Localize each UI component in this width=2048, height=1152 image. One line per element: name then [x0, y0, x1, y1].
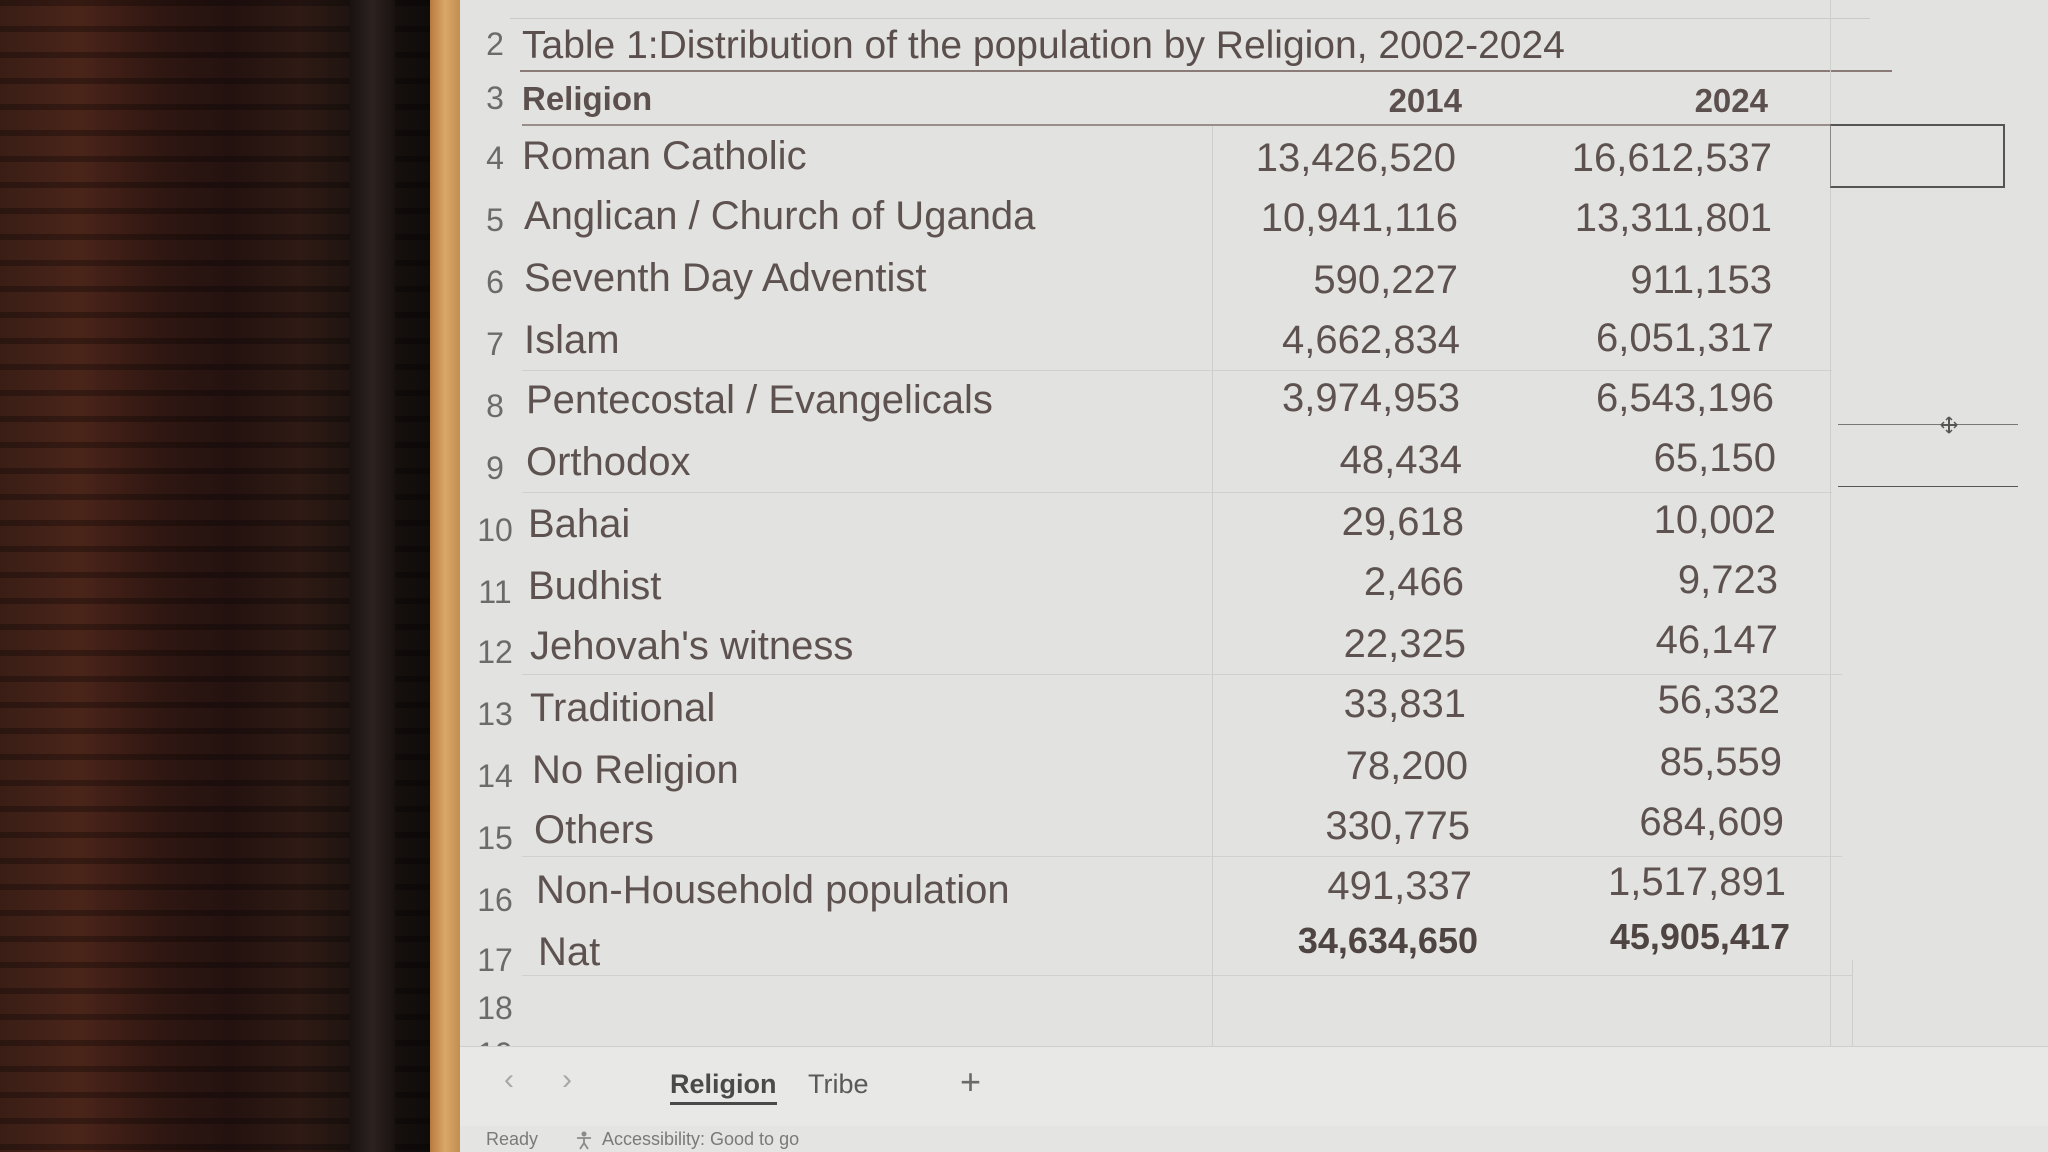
religion-cell[interactable]: Traditional	[530, 686, 716, 730]
religion-cell[interactable]: Pentecostal / Evangelicals	[526, 378, 993, 422]
header-2014[interactable]: 2014	[1388, 82, 1462, 119]
value-2014-cell[interactable]: 330,775	[1325, 804, 1470, 848]
sheet-grid[interactable]: 2 3 Table 1:Distribution of the populati…	[460, 0, 2048, 1050]
religion-cell[interactable]: No Religion	[532, 748, 739, 792]
status-accessibility[interactable]: Accessibility: Good to go	[602, 1129, 800, 1149]
value-2014-cell[interactable]: 29,618	[1341, 500, 1464, 544]
row-header[interactable]: 6	[486, 264, 504, 300]
prev-sheet-icon[interactable]: ‹	[504, 1063, 514, 1096]
religion-cell[interactable]: Roman Catholic	[522, 134, 807, 178]
value-2024-cell[interactable]: 46,147	[1655, 618, 1778, 662]
tab-religion[interactable]: Religion	[670, 1069, 777, 1105]
cell-border	[1838, 486, 2018, 487]
value-2014-cell[interactable]: 4,662,834	[1282, 318, 1460, 362]
column-gridline	[1852, 960, 1853, 1046]
header-2024[interactable]: 2024	[1694, 82, 1768, 119]
value-2014-cell[interactable]: 78,200	[1345, 744, 1468, 788]
row-header[interactable]: 10	[477, 512, 513, 548]
religion-cell[interactable]: Others	[534, 808, 655, 852]
row-header[interactable]: 17	[477, 942, 513, 978]
background-post	[350, 0, 395, 1152]
row-header[interactable]: 4	[486, 140, 504, 176]
header-underline	[522, 124, 1892, 126]
column-gridline	[1830, 0, 1831, 1046]
value-2024-cell[interactable]: 10,002	[1653, 498, 1776, 542]
row-header[interactable]: 5	[486, 202, 504, 238]
row-header[interactable]: 3	[486, 80, 504, 116]
value-2024-cell[interactable]: 56,332	[1657, 678, 1780, 722]
spreadsheet-window: 2 3 Table 1:Distribution of the populati…	[460, 0, 2048, 1152]
selected-cell[interactable]	[1830, 124, 2005, 188]
total-2014-cell[interactable]: 34,634,650	[1297, 920, 1478, 961]
value-2024-cell[interactable]: 684,609	[1639, 800, 1784, 844]
row-header[interactable]: 12	[477, 634, 513, 670]
value-2014-cell[interactable]: 13,426,520	[1255, 136, 1456, 180]
religion-cell[interactable]: Orthodox	[526, 440, 691, 484]
tab-tribe[interactable]: Tribe	[808, 1069, 869, 1099]
total-2024-cell[interactable]: 45,905,417	[1609, 916, 1790, 957]
row-1-gridline	[510, 0, 1870, 19]
value-2024-cell[interactable]: 85,559	[1659, 740, 1782, 784]
row-gridline	[522, 370, 1832, 371]
value-2014-cell[interactable]: 3,974,953	[1282, 376, 1460, 420]
accessibility-icon[interactable]	[574, 1130, 594, 1150]
value-2014-cell[interactable]: 33,831	[1343, 682, 1466, 726]
value-2024-cell[interactable]: 16,612,537	[1571, 136, 1772, 180]
value-2024-cell[interactable]: 9,723	[1677, 558, 1778, 602]
row-header[interactable]: 2	[486, 26, 504, 62]
row-header[interactable]: 14	[477, 758, 513, 794]
sheet-tabs-bar: ‹ › Religion Tribe +	[460, 1046, 2048, 1127]
header-religion[interactable]: Religion	[522, 80, 653, 117]
religion-cell[interactable]: Budhist	[528, 564, 662, 608]
value-2014-cell[interactable]: 590,227	[1313, 258, 1458, 302]
row-header[interactable]: 11	[478, 574, 512, 610]
religion-cell[interactable]: Anglican / Church of Uganda	[524, 194, 1036, 238]
move-cursor-icon	[1940, 416, 1958, 434]
value-2014-cell[interactable]: 10,941,116	[1260, 196, 1458, 240]
value-2014-cell[interactable]: 48,434	[1339, 438, 1462, 482]
value-2024-cell[interactable]: 1,517,891	[1608, 860, 1786, 904]
value-2024-cell[interactable]: 911,153	[1630, 258, 1772, 302]
value-2024-cell[interactable]: 65,150	[1653, 436, 1776, 480]
religion-cell[interactable]: Bahai	[528, 502, 631, 546]
row-gridline	[522, 856, 1842, 857]
row-header[interactable]: 15	[477, 820, 513, 856]
value-2024-cell[interactable]: 13,311,801	[1574, 196, 1772, 240]
cell-border	[1838, 424, 2018, 425]
add-sheet-button[interactable]: +	[960, 1061, 982, 1102]
row-gridline	[522, 674, 1842, 675]
row-header[interactable]: 9	[486, 450, 504, 486]
row-header[interactable]: 13	[477, 696, 513, 732]
next-sheet-icon[interactable]: ›	[562, 1063, 572, 1096]
value-2014-cell[interactable]: 22,325	[1343, 622, 1466, 666]
value-2024-cell[interactable]: 6,051,317	[1596, 316, 1774, 360]
status-ready: Ready	[486, 1129, 539, 1149]
value-2024-cell[interactable]: 6,543,196	[1596, 376, 1774, 420]
religion-cell[interactable]: Seventh Day Adventist	[524, 256, 927, 300]
monitor-bezel	[430, 0, 460, 1152]
column-gridline	[1212, 126, 1213, 1046]
status-bar: Ready Accessibility: Good to go	[460, 1126, 2048, 1152]
religion-cell[interactable]: Jehovah's witness	[530, 624, 854, 668]
row-header[interactable]: 16	[477, 882, 513, 918]
row-gridline	[522, 975, 1852, 976]
total-label-cell[interactable]: Nat	[538, 930, 601, 974]
table-title[interactable]: Table 1:Distribution of the population b…	[520, 22, 1892, 72]
religion-cell[interactable]: Islam	[524, 318, 620, 362]
row-header[interactable]: 7	[486, 326, 504, 362]
row-header[interactable]: 8	[486, 388, 504, 424]
value-2014-cell[interactable]: 491,337	[1327, 864, 1472, 908]
row-gridline	[522, 492, 1832, 493]
row-header[interactable]: 18	[477, 990, 513, 1026]
religion-cell[interactable]: Non-Household population	[536, 868, 1010, 912]
value-2014-cell[interactable]: 2,466	[1363, 560, 1464, 604]
